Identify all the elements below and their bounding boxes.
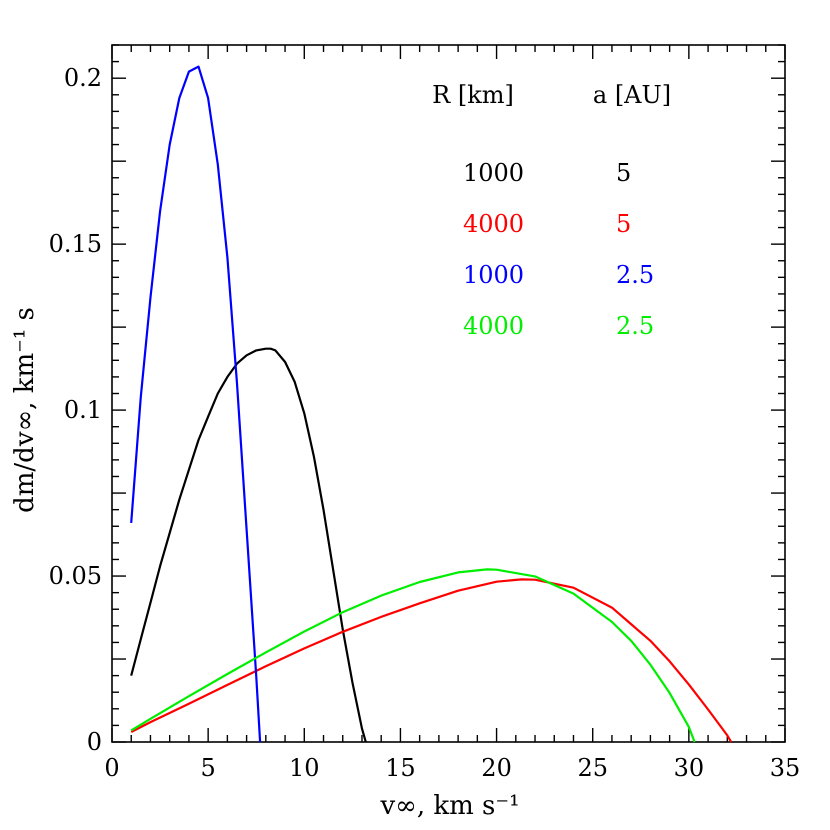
x-tick-label: 30 [674,754,705,782]
series-line-2 [130,578,733,743]
ticks [111,44,786,743]
y-tick-label: 0.1 [64,396,102,424]
plot-frame [111,44,786,743]
y-tick-label: 0.15 [49,230,102,258]
y-tick-label: 0.2 [64,64,102,92]
legend-r-value: 1000 [463,159,524,187]
legend-a-value: 5 [616,159,631,187]
x-axis-label: v∞, km s⁻¹ [379,791,519,821]
y-axis-label: dm/dv∞, km⁻¹ s [10,307,40,513]
legend-r-value: 1000 [463,261,524,289]
x-tick-label: 0 [104,754,119,782]
series-line-3 [130,65,262,743]
x-tick-label: 5 [201,754,216,782]
axes-frame [111,44,786,743]
x-tick-label: 15 [385,754,416,782]
series-layer [130,65,733,743]
series-line-4 [130,568,696,743]
y-tick-label: 0 [87,728,102,756]
legend: R [km] a [AU] 1000 5 4000 5 1000 2.5 4000 2.5 [432,81,671,340]
y-tick-label: 0.05 [49,562,102,590]
legend-header-a: a [AU] [593,81,671,109]
tick-labels: 0 5 10 15 20 25 30 35 0 0.05 0.1 0.15 0.2 [49,64,801,782]
series-line-1 [130,347,367,743]
legend-header-r: R [km] [432,81,514,109]
x-tick-label: 25 [577,754,608,782]
legend-r-value: 4000 [463,312,524,340]
x-tick-label: 10 [289,754,320,782]
legend-a-value: 5 [616,210,631,238]
x-tick-label: 35 [770,754,801,782]
legend-a-value: 2.5 [616,261,654,289]
legend-r-value: 4000 [463,210,524,238]
legend-a-value: 2.5 [616,312,654,340]
x-tick-label: 20 [481,754,512,782]
